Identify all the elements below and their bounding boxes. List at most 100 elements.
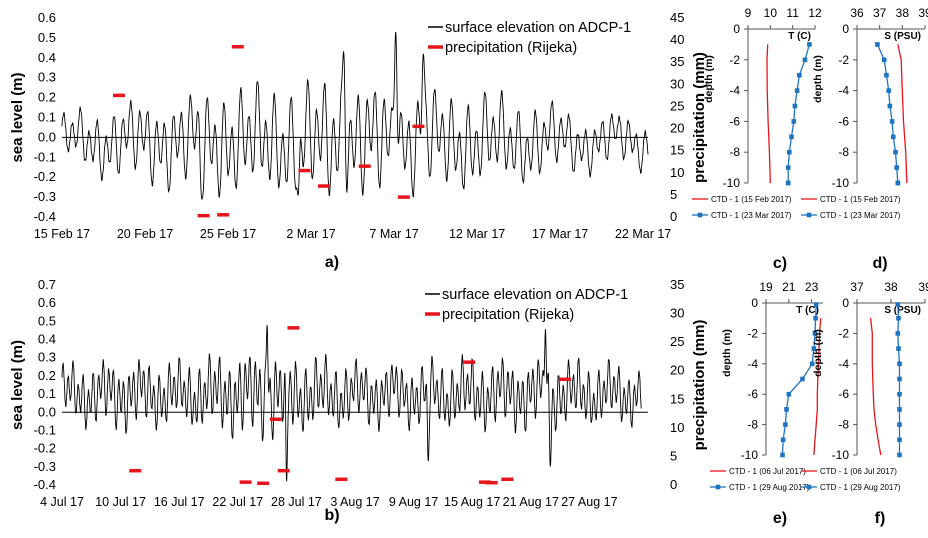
y-tick-label: -8: [838, 418, 849, 432]
profile-point: [785, 180, 791, 186]
x-tick-label: 37: [850, 280, 864, 294]
chart-c: 9 10 11 12 0 -2 -4 -6 -8 -10 T (C) depth (m) CTD - 1…: [692, 6, 822, 272]
chart-a: -0.4 -0.3 -0.2 -0.1 0.0 0.1 0.2 0.3 0.4 0.5 0.6 0 5 1…: [9, 10, 708, 271]
y-axis-title: sea level (m): [9, 340, 26, 430]
y-tick-label: 0.0: [38, 404, 56, 419]
panel-label: f): [875, 510, 886, 527]
profile-point: [794, 88, 800, 93]
y2-tick-label: 25: [670, 98, 684, 113]
y-tick-label: -6: [838, 114, 849, 128]
profile-point: [784, 407, 789, 412]
y-tick-label: 0.4: [38, 50, 56, 65]
x-tick-label: 38: [884, 280, 898, 294]
y2-tick-label: 10: [670, 165, 684, 180]
profile-point: [897, 407, 902, 412]
y-tick-label: 0.4: [38, 332, 56, 347]
x-tick-label: 15 Aug 17: [444, 495, 500, 509]
x-axis-title: T (C): [788, 31, 811, 42]
profile-line: [813, 318, 822, 456]
x-tick-label: 22 Jul 17: [212, 495, 263, 509]
x-tick-label: 10 Jul 17: [95, 495, 146, 509]
profile-point: [811, 346, 817, 351]
panel-label: a): [325, 254, 339, 271]
profile-point: [792, 103, 798, 109]
y-tick-label: 0: [733, 22, 740, 36]
legend-label: CTD - 1 (23 Mar 2017): [820, 211, 901, 220]
y-tick-label: -0.2: [34, 169, 56, 184]
x-tick-label: 25 Feb 17: [200, 227, 256, 241]
x-axis-title: S (PSU): [884, 31, 921, 42]
profile-point: [812, 331, 818, 336]
panel-label: c): [773, 255, 787, 272]
y-tick-label: -0.1: [34, 422, 56, 437]
x-tick-label: 12 Mar 17: [449, 227, 505, 241]
y-tick-label: -10: [723, 176, 741, 190]
profile-line: [787, 44, 811, 183]
profile-line: [897, 44, 908, 184]
legend-label: CTD - 1 (06 Jul 2017): [729, 467, 806, 476]
x-tick-label: 2 Mar 17: [286, 227, 335, 241]
x-axis-title: S (PSU): [884, 305, 921, 316]
profile-point: [791, 119, 797, 124]
y-tick-label: -0.1: [34, 149, 56, 164]
x-tick-label: 3 Aug 17: [330, 495, 379, 509]
profile-point: [809, 361, 815, 367]
panel-label: d): [872, 255, 887, 272]
y-axis-title: depth (m): [812, 329, 824, 377]
chart-d: 36 37 38 39 0 -2 -4 -6 -8 -10 S (PSU) depth (m) CTD …: [801, 6, 928, 272]
x-tick-label: 23: [805, 280, 819, 294]
y2-tick-label: 15: [670, 143, 684, 158]
y2-axis-title: precipitation (mm): [691, 52, 708, 183]
y-tick-label: -6: [729, 114, 740, 128]
y2-tick-label: 35: [670, 54, 684, 69]
legend-label: surface elevation on ADCP-1: [445, 20, 631, 36]
x-tick-label: 36: [850, 6, 864, 20]
y2-tick-label: 0: [670, 477, 677, 492]
y-tick-label: 0.1: [38, 110, 56, 125]
y-tick-label: -8: [747, 418, 758, 432]
y2-tick-label: 30: [670, 306, 684, 321]
x-tick-label: 10: [764, 6, 778, 20]
y2-tick-label: 5: [670, 448, 677, 463]
sea-level-line: [61, 324, 642, 482]
profile-point: [802, 57, 808, 63]
profile-point: [875, 42, 880, 47]
profile-point: [895, 331, 901, 336]
profile-point: [881, 57, 887, 63]
y-tick-label: 0.7: [38, 277, 56, 292]
y-axis-title: depth (m): [721, 329, 733, 377]
y-tick-label: -0.3: [34, 459, 56, 474]
profile-point: [787, 149, 792, 155]
y-tick-label: 0: [842, 22, 849, 36]
y-axis-title: depth (m): [703, 55, 715, 103]
profile-point: [897, 376, 902, 382]
x-tick-label: 39: [918, 6, 928, 20]
y-tick-label: 0.3: [38, 70, 56, 85]
y2-tick-label: 40: [670, 32, 684, 47]
profile-point: [783, 422, 788, 427]
legend-label: precipitation (Rijeka): [442, 307, 574, 323]
legend-label: CTD - 1 (06 Jul 2017): [820, 467, 897, 476]
y-tick-label: -4: [729, 84, 740, 98]
y2-tick-label: 0: [670, 209, 677, 224]
y-tick-label: 0.0: [38, 129, 56, 144]
chart-e: 19 21 23 0 -2 -4 -6 -8 -10 T (C) depth (m) CTD - 1 …: [710, 280, 823, 527]
y2-tick-label: 10: [670, 420, 684, 435]
legend-label: CTD - 1 (15 Feb 2017): [711, 195, 792, 204]
profile-point: [886, 88, 892, 93]
legend-label: precipitation (Rijeka): [445, 40, 577, 56]
x-tick-label: 4 Jul 17: [40, 495, 84, 509]
y-tick-label: -4: [838, 84, 849, 98]
profile-line: [781, 304, 817, 456]
profile-point: [797, 72, 802, 78]
profile-point: [807, 42, 812, 47]
x-axis-title: T (C): [796, 305, 819, 316]
profile-point: [894, 165, 899, 170]
y-tick-label: 0.2: [38, 90, 56, 105]
x-tick-label: 9 Aug 17: [389, 495, 438, 509]
y2-tick-label: 5: [670, 187, 677, 202]
y-tick-label: 0.5: [38, 313, 56, 328]
y-tick-label: -10: [832, 176, 850, 190]
y-tick-label: 0.6: [38, 10, 56, 25]
